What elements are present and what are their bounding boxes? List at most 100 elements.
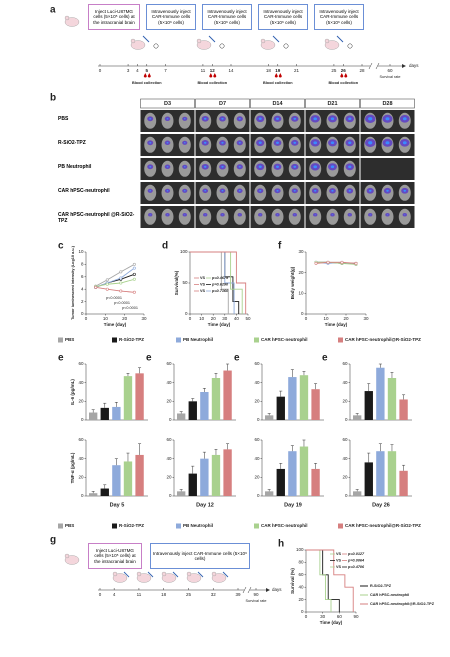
error-bar xyxy=(202,451,206,459)
mouse-head xyxy=(199,208,212,225)
mouse-ear xyxy=(324,38,330,44)
signal-core xyxy=(369,214,371,216)
row-label: CAR hPSC-neutrophil xyxy=(58,188,110,194)
column-header xyxy=(360,98,415,109)
signal-core xyxy=(385,117,390,121)
panel-label: g xyxy=(50,535,56,546)
data-point xyxy=(119,281,123,285)
legend-label: CAR hPSC-neutrophil@R-SiO2-TPZ xyxy=(345,337,421,342)
syringe xyxy=(272,35,280,43)
mouse-icon xyxy=(64,555,80,565)
error-bar xyxy=(302,371,306,376)
timeline-tick-label: 11 xyxy=(201,68,206,73)
timeline-tick-label: 25 xyxy=(186,592,192,597)
y-tick-label: 20 xyxy=(254,475,260,480)
error-bar xyxy=(314,383,318,390)
column-header xyxy=(140,98,195,109)
bar xyxy=(112,465,121,496)
bar xyxy=(89,493,98,496)
bar xyxy=(265,491,274,496)
bar xyxy=(311,468,320,496)
y-tick-label: 40 xyxy=(166,380,172,385)
p-value: p=0.4706 xyxy=(347,565,365,569)
mouse-icon xyxy=(112,573,128,583)
p-value: p=0.0127 xyxy=(347,552,365,556)
y-tick-label: 60 xyxy=(166,361,172,366)
data-point xyxy=(119,270,123,274)
signal-core xyxy=(348,189,351,192)
y-tick-label: 2 xyxy=(81,299,84,304)
syringe xyxy=(123,571,130,578)
panel-label: c xyxy=(58,241,64,252)
column-label: D3 xyxy=(164,101,171,107)
step-box: Inject Luci-U87MG cells (5×10⁵ cells) at… xyxy=(88,4,140,30)
x-tick-label: 0 xyxy=(305,614,308,619)
compare-vs: VS xyxy=(200,289,206,293)
error-bar xyxy=(191,398,195,402)
signal-core xyxy=(238,141,241,144)
signal-core xyxy=(313,165,318,169)
signal-core xyxy=(403,189,407,192)
x-axis-label: Time (day) xyxy=(208,322,231,327)
compare-vs: VS xyxy=(336,552,342,556)
mouse-icon xyxy=(130,40,146,50)
bar xyxy=(135,454,144,496)
x-tick-label: 20 xyxy=(343,316,349,321)
legend-swatch xyxy=(112,523,117,529)
signal-core xyxy=(221,117,224,120)
timeline-tick-label: 26 xyxy=(341,68,347,73)
signal-core xyxy=(294,214,296,216)
mouse-ear xyxy=(196,38,202,44)
legend-label: CAR hPSC-neutrophil@R-SiO2-TPZ xyxy=(370,602,435,606)
step-box: Intravenously inject CAR-Immune cells (5… xyxy=(314,4,364,30)
mouse-head xyxy=(254,208,267,225)
y-axis-label: Survival (%) xyxy=(290,568,295,594)
mouse-icon xyxy=(196,40,212,50)
bar xyxy=(188,401,197,420)
compare-vs: VS xyxy=(336,565,342,569)
error-bar xyxy=(191,465,195,474)
signal-core xyxy=(166,118,169,120)
signal-core xyxy=(238,117,241,120)
mouse-icon xyxy=(136,573,152,583)
error-bar xyxy=(367,452,371,463)
error-bar xyxy=(267,489,271,492)
x-tick-label: 30 xyxy=(222,316,228,321)
signal-core xyxy=(293,117,297,120)
x-tick-label: 30 xyxy=(363,316,369,321)
signal-core xyxy=(402,141,407,145)
panel-label: b xyxy=(50,93,56,104)
legend-swatch xyxy=(254,337,259,343)
data-point xyxy=(119,289,123,293)
signal-core xyxy=(276,214,279,216)
panel-label: e xyxy=(322,353,328,364)
error-bar xyxy=(378,443,382,452)
data-point xyxy=(132,290,136,294)
error-bar xyxy=(202,388,206,392)
y-tick-label: 20 xyxy=(78,475,84,480)
legend-swatch xyxy=(254,523,259,529)
y-tick-label: 8 xyxy=(81,262,84,267)
mouse-ear xyxy=(161,571,167,577)
series-line xyxy=(95,267,135,288)
series-line xyxy=(316,261,357,265)
annotation: p<0.0001 xyxy=(114,301,130,305)
syringe xyxy=(172,571,179,578)
signal-core xyxy=(259,214,261,216)
y-tick-label: 30 xyxy=(298,249,304,254)
y-tick-label: 60 xyxy=(78,361,84,366)
legend-label: CAR hPSC-neutrophil@R-SiO2-TPZ xyxy=(345,523,421,528)
signal-core xyxy=(239,214,241,216)
y-tick-label: 20 xyxy=(78,399,84,404)
error-bar xyxy=(279,390,283,397)
y-tick-label: 0 xyxy=(345,493,348,498)
error-bar xyxy=(290,369,294,378)
signal-core xyxy=(330,141,335,145)
error-bar xyxy=(226,443,230,450)
y-tick-label: 40 xyxy=(78,380,84,385)
syringe xyxy=(197,571,204,578)
error-bar xyxy=(179,489,183,492)
end-label: Survival rate xyxy=(379,75,400,79)
arrow-head xyxy=(266,588,270,592)
